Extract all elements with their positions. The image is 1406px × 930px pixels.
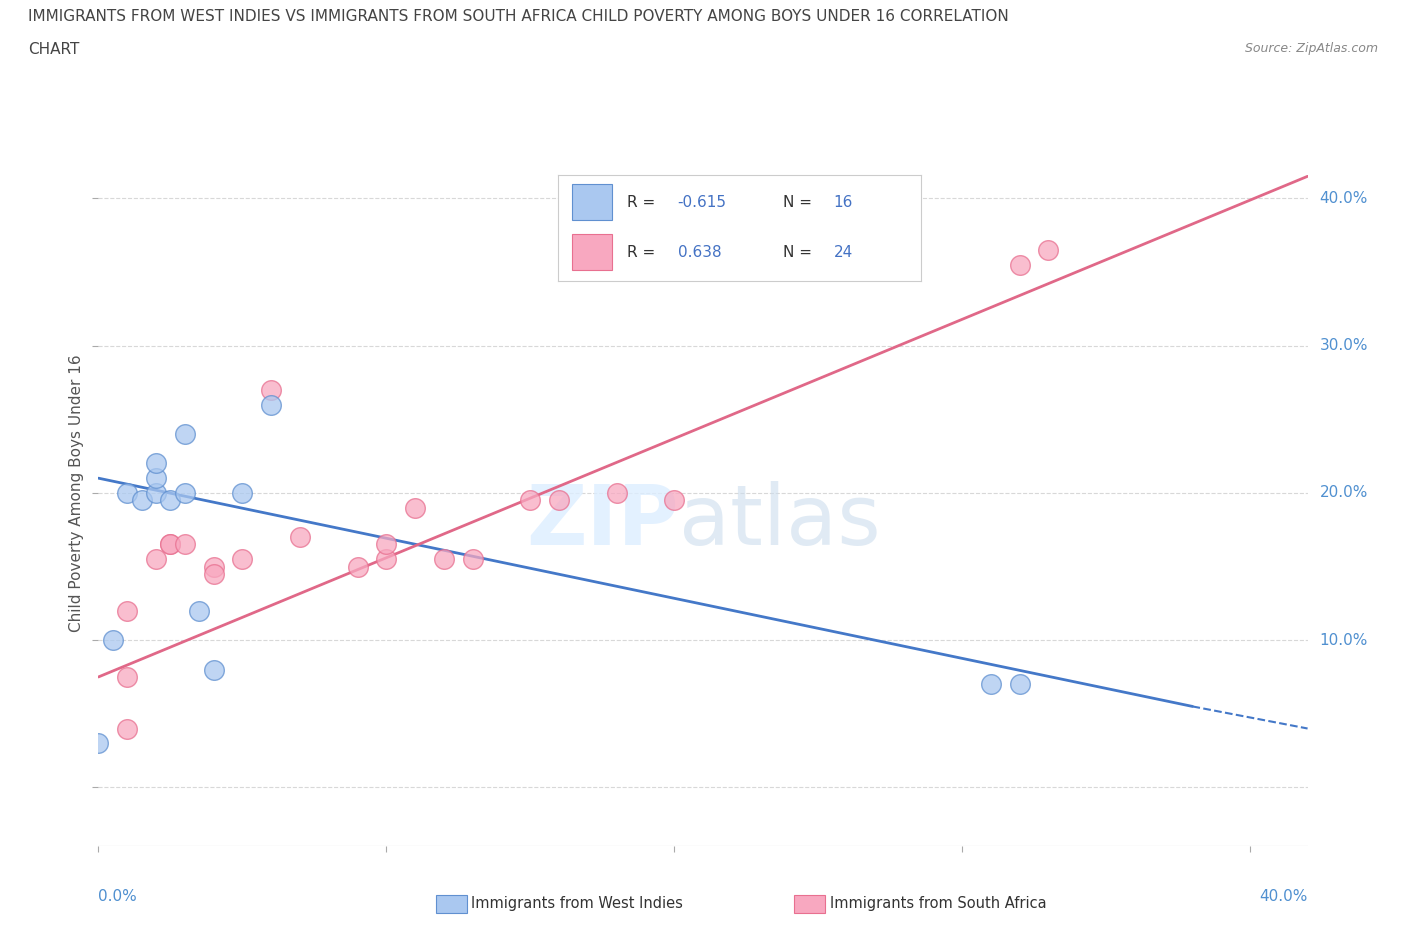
Point bbox=[159, 493, 181, 508]
Point bbox=[115, 721, 138, 736]
Point bbox=[131, 493, 153, 508]
Text: 0.0%: 0.0% bbox=[98, 889, 138, 904]
Point bbox=[202, 559, 225, 574]
Point bbox=[461, 551, 484, 566]
Text: Source: ZipAtlas.com: Source: ZipAtlas.com bbox=[1244, 42, 1378, 55]
Point bbox=[115, 485, 138, 500]
Point bbox=[375, 551, 398, 566]
Point bbox=[159, 537, 181, 551]
Point bbox=[188, 604, 211, 618]
Point bbox=[145, 471, 167, 485]
Point bbox=[260, 382, 283, 397]
Point bbox=[260, 397, 283, 412]
Point bbox=[202, 566, 225, 581]
Point bbox=[115, 604, 138, 618]
Point bbox=[101, 632, 124, 647]
Point bbox=[548, 493, 571, 508]
Point bbox=[173, 537, 195, 551]
Text: Immigrants from West Indies: Immigrants from West Indies bbox=[471, 897, 683, 911]
Point bbox=[664, 493, 686, 508]
Point bbox=[1008, 258, 1031, 272]
Point bbox=[606, 485, 628, 500]
Point bbox=[231, 485, 253, 500]
Point bbox=[288, 530, 311, 545]
Point bbox=[87, 736, 110, 751]
Point bbox=[980, 677, 1002, 692]
Text: atlas: atlas bbox=[679, 481, 880, 562]
Point bbox=[115, 670, 138, 684]
Text: IMMIGRANTS FROM WEST INDIES VS IMMIGRANTS FROM SOUTH AFRICA CHILD POVERTY AMONG : IMMIGRANTS FROM WEST INDIES VS IMMIGRANT… bbox=[28, 9, 1010, 24]
Point bbox=[159, 537, 181, 551]
Text: 40.0%: 40.0% bbox=[1260, 889, 1308, 904]
Point bbox=[231, 551, 253, 566]
Text: 30.0%: 30.0% bbox=[1320, 339, 1368, 353]
Point bbox=[519, 493, 541, 508]
Text: ZIP: ZIP bbox=[526, 481, 679, 562]
Point bbox=[1038, 243, 1060, 258]
Point bbox=[346, 559, 368, 574]
Point bbox=[145, 551, 167, 566]
Point bbox=[145, 485, 167, 500]
Text: CHART: CHART bbox=[28, 42, 80, 57]
Point bbox=[433, 551, 456, 566]
Point bbox=[173, 485, 195, 500]
Y-axis label: Child Poverty Among Boys Under 16: Child Poverty Among Boys Under 16 bbox=[69, 354, 84, 631]
Point bbox=[375, 537, 398, 551]
Text: 40.0%: 40.0% bbox=[1320, 191, 1368, 206]
Text: Immigrants from South Africa: Immigrants from South Africa bbox=[830, 897, 1046, 911]
Point bbox=[404, 500, 426, 515]
Text: 20.0%: 20.0% bbox=[1320, 485, 1368, 500]
Text: 10.0%: 10.0% bbox=[1320, 632, 1368, 647]
Point bbox=[1008, 677, 1031, 692]
Point bbox=[202, 662, 225, 677]
Point bbox=[145, 456, 167, 471]
Point bbox=[173, 427, 195, 442]
